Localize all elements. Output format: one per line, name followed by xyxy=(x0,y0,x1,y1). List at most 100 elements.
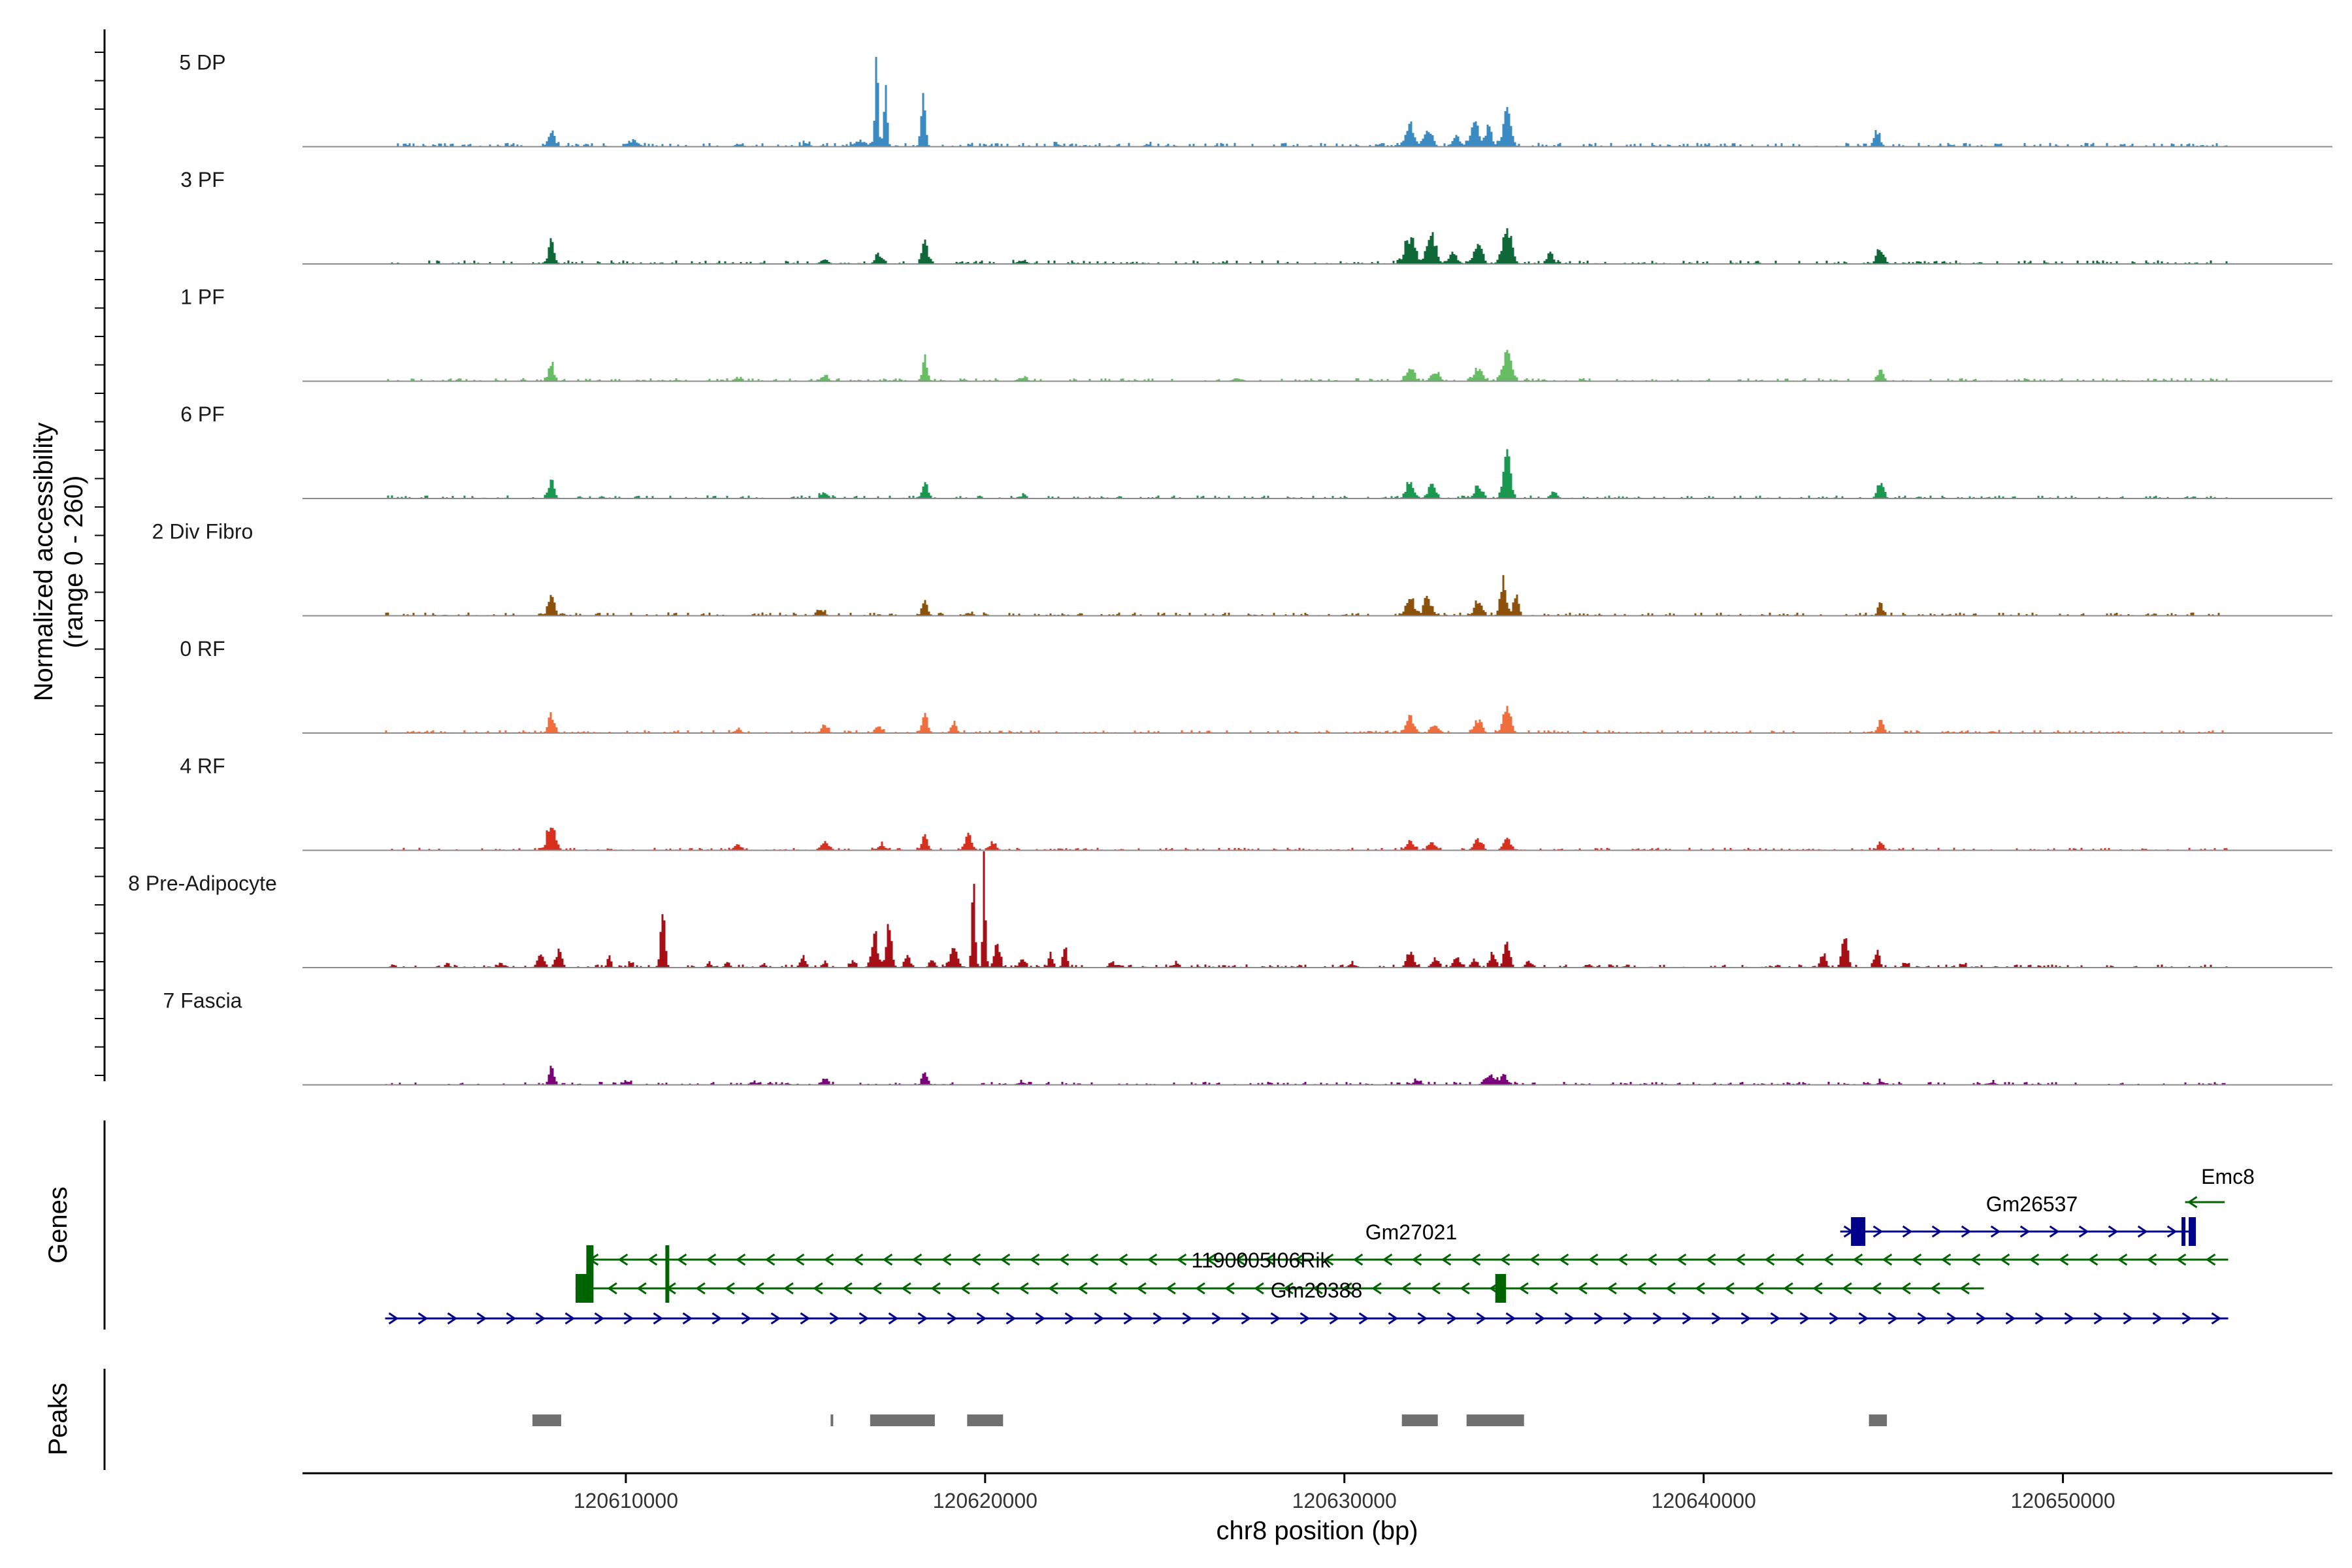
strand-chevron xyxy=(1117,1253,1128,1266)
strand-chevron xyxy=(1088,1253,1099,1266)
track-label: 5 DP xyxy=(179,51,225,74)
strand-chevron xyxy=(2058,1253,2069,1266)
strand-chevron xyxy=(1529,1253,1540,1266)
strand-chevron xyxy=(1136,1282,1147,1295)
gene-exon xyxy=(575,1274,594,1303)
strand-chevron xyxy=(1294,1253,1305,1266)
strand-chevron xyxy=(623,1312,634,1325)
gene-exon xyxy=(1495,1274,1507,1303)
strand-chevron xyxy=(2137,1225,2148,1238)
strand-chevron xyxy=(1342,1282,1352,1295)
strand-chevron xyxy=(1959,1282,1970,1295)
strand-chevron xyxy=(901,1282,911,1295)
strand-chevron xyxy=(2049,1225,2060,1238)
coverage-track: 2 Div Fibro xyxy=(152,520,2332,617)
strand-chevron xyxy=(1799,1312,1810,1325)
gene: Gm20388 xyxy=(385,1279,2229,1325)
strand-chevron xyxy=(1682,1312,1693,1325)
strand-chevron xyxy=(1930,1282,1940,1295)
strand-chevron xyxy=(1872,1225,1884,1238)
strand-chevron xyxy=(2117,1253,2128,1266)
peak-regions xyxy=(532,1414,1887,1426)
peak-region xyxy=(830,1414,834,1426)
strand-chevron xyxy=(2005,1312,2016,1325)
strand-chevron xyxy=(1607,1282,1617,1295)
strand-chevron xyxy=(2029,1253,2040,1266)
strand-chevron xyxy=(1764,1253,1775,1266)
strand-chevron xyxy=(2034,1312,2046,1325)
gene-exon xyxy=(2181,1217,2186,1246)
strand-chevron xyxy=(1476,1312,1487,1325)
strand-chevron xyxy=(725,1282,735,1295)
gene-exon xyxy=(665,1274,670,1303)
peak-region xyxy=(1401,1414,1438,1426)
peak-region xyxy=(870,1414,935,1426)
strand-chevron xyxy=(1358,1312,1369,1325)
strand-chevron xyxy=(1976,1312,1987,1325)
strand-chevron xyxy=(1901,1282,1911,1295)
strand-chevron xyxy=(1917,1312,1928,1325)
track-label: 8 Pre-Adipocyte xyxy=(128,872,277,895)
coverage-tracks: 5 DP 3 PF 1 PF 6 PF 2 Div Fibro 0 RF 4 RF 8 Pre… xyxy=(128,51,2332,1086)
gene: Gm27021 xyxy=(586,1220,2229,1274)
strand-chevron xyxy=(417,1312,429,1325)
strand-chevron xyxy=(682,1312,693,1325)
strand-chevron xyxy=(2152,1312,2163,1325)
strand-chevron xyxy=(1371,1282,1382,1295)
strand-chevron xyxy=(1823,1253,1834,1266)
strand-chevron xyxy=(1990,1225,2001,1238)
coverage-track: 5 DP xyxy=(179,51,2332,148)
strand-chevron xyxy=(2087,1253,2099,1266)
strand-chevron xyxy=(1058,1253,1070,1266)
strand-chevron xyxy=(888,1312,899,1325)
strand-chevron xyxy=(1107,1282,1117,1295)
strand-chevron xyxy=(647,1253,658,1266)
strand-chevron xyxy=(1446,1312,1458,1325)
strand-chevron xyxy=(1829,1312,1840,1325)
strand-chevron xyxy=(842,1282,853,1295)
strand-chevron xyxy=(930,1282,941,1295)
strand-chevron xyxy=(1235,1253,1246,1266)
strand-chevron xyxy=(1911,1253,1922,1266)
gene-label: Emc8 xyxy=(2201,1165,2255,1188)
strand-chevron xyxy=(1411,1253,1422,1266)
strand-chevron xyxy=(1505,1312,1516,1325)
strand-chevron xyxy=(2019,1225,2031,1238)
peak-region xyxy=(532,1414,561,1426)
strand-chevron xyxy=(2064,1312,2075,1325)
strand-chevron xyxy=(617,1253,629,1266)
strand-chevron xyxy=(1548,1282,1558,1295)
strand-chevron xyxy=(1224,1282,1235,1295)
strand-chevron xyxy=(1695,1282,1705,1295)
strand-chevron xyxy=(1593,1312,1605,1325)
strand-chevron xyxy=(823,1253,834,1266)
strand-chevron xyxy=(1665,1282,1676,1295)
strand-chevron xyxy=(1961,1225,1972,1238)
strand-chevron xyxy=(564,1312,576,1325)
strand-chevron xyxy=(764,1253,776,1266)
strand-chevron xyxy=(1460,1282,1470,1295)
strand-chevron xyxy=(858,1312,870,1325)
strand-chevron xyxy=(1783,1282,1793,1295)
strand-chevron xyxy=(1094,1312,1105,1325)
x-tick-label: 120630000 xyxy=(1292,1489,1397,1512)
strand-chevron xyxy=(1147,1253,1158,1266)
strand-chevron xyxy=(706,1253,717,1266)
strand-chevron xyxy=(960,1282,970,1295)
peak-region xyxy=(967,1414,1004,1426)
strand-chevron xyxy=(1313,1282,1323,1295)
strand-chevron xyxy=(1352,1253,1364,1266)
strand-chevron xyxy=(1195,1282,1205,1295)
strand-chevron xyxy=(1123,1312,1134,1325)
strand-chevron xyxy=(882,1253,893,1266)
strand-chevron xyxy=(1902,1225,1913,1238)
strand-chevron xyxy=(1499,1253,1511,1266)
track-label: 4 RF xyxy=(180,755,225,778)
strand-chevron xyxy=(2146,1253,2157,1266)
strand-chevron xyxy=(1388,1312,1399,1325)
strand-chevron xyxy=(2108,1225,2119,1238)
strand-chevron xyxy=(1636,1282,1646,1295)
track-label: 7 Fascia xyxy=(163,989,242,1013)
strand-chevron xyxy=(735,1253,746,1266)
strand-chevron xyxy=(1882,1253,1893,1266)
